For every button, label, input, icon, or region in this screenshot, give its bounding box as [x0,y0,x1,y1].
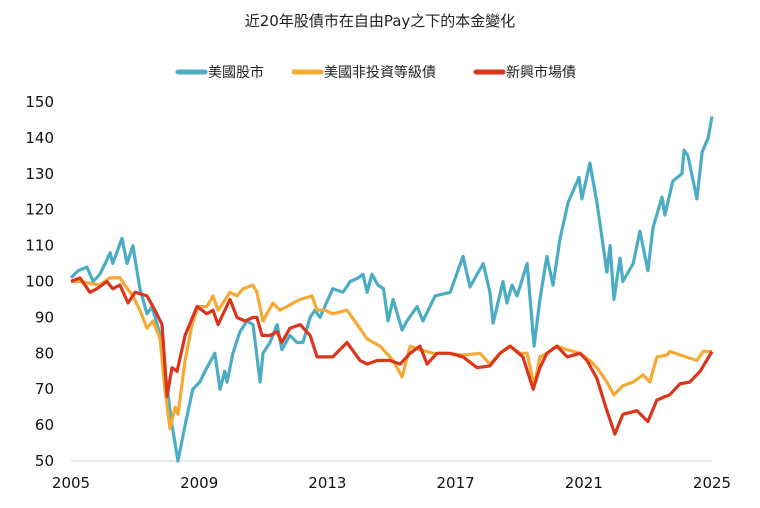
legend-label: 美國股市 [208,64,264,81]
chart-title: 近20年股債市在自由Pay之下的本金變化 [245,12,516,30]
legend-item: 新興市場債 [473,64,576,81]
y-tick-label: 150 [25,93,54,111]
y-tick-label: 60 [35,416,54,434]
x-tick-label: 2005 [52,474,90,492]
y-tick-label: 100 [25,273,54,291]
x-axis: 2005 2009 2013 2017 2021 2025 [52,474,731,492]
legend-label: 美國非投資等級債 [324,64,436,81]
y-axis: 50 60 70 80 90 100 110 120 130 140 150 [25,93,54,470]
y-tick-label: 50 [35,452,54,470]
x-tick-label: 2017 [437,474,475,492]
y-tick-label: 110 [25,237,54,255]
y-tick-label: 130 [25,165,54,183]
legend-label: 新興市場債 [506,64,576,81]
legend-item: 美國非投資等級債 [291,64,436,81]
y-tick-label: 120 [25,201,54,219]
series-line-2 [71,276,712,431]
legend: 美國股市 美國非投資等級債 新興市場債 [175,64,576,81]
x-tick-label: 2013 [308,474,346,492]
y-tick-label: 90 [35,308,54,326]
y-tick-label: 140 [25,129,54,147]
x-tick-label: 2025 [693,474,731,492]
series-line-3 [70,276,714,436]
legend-item: 美國股市 [175,64,264,81]
y-tick-label: 80 [35,344,54,362]
x-tick-label: 2021 [565,474,603,492]
y-tick-label: 70 [35,380,54,398]
x-tick-label: 2009 [180,474,218,492]
series-line-1 [69,116,714,463]
plot-area [69,116,714,463]
